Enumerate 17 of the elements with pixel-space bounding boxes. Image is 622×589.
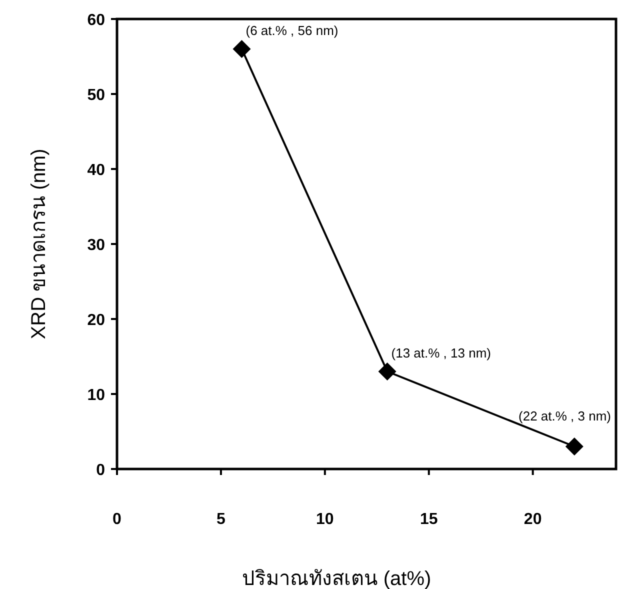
- annotation: (6 at.% , 56 nm): [246, 23, 338, 38]
- ytick: 30: [87, 237, 105, 254]
- xlabel: ปริมาณทังสเตน (at%): [242, 568, 432, 589]
- ytick: 20: [87, 312, 105, 329]
- xtick: 15: [420, 511, 438, 528]
- ytick: 0: [96, 462, 105, 479]
- xtick: 5: [216, 511, 226, 528]
- ylabel: XRD ขนาดเกรน (nm): [28, 148, 50, 340]
- ytick: 40: [87, 162, 105, 179]
- annotation: (13 at.% , 13 nm): [391, 346, 491, 360]
- xtick: 0: [112, 511, 122, 528]
- xtick: 20: [524, 511, 542, 528]
- ytick: 50: [87, 87, 105, 104]
- ytick: 10: [87, 387, 105, 404]
- xtick: 10: [316, 511, 334, 528]
- annotation: (22 at.% , 3 nm): [518, 408, 611, 424]
- ytick: 60: [87, 12, 105, 29]
